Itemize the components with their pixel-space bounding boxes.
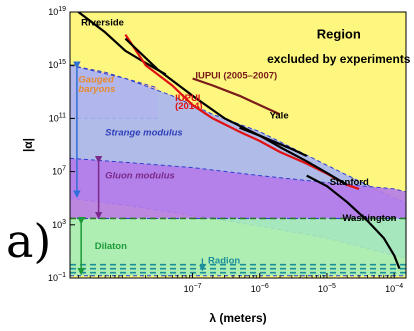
y-tick-label: 107 xyxy=(52,166,66,177)
y-axis-ticks: 10−1 103 107 1011 1015 1019 xyxy=(48,6,75,283)
y-tick-label: 1015 xyxy=(48,59,66,70)
y-tick-label: 103 xyxy=(52,219,66,230)
band-dilaton xyxy=(70,218,406,276)
x-tick-label: 10−7 xyxy=(184,283,202,294)
x-axis-ticks: 10−7 10−6 10−5 10−4 xyxy=(77,273,403,294)
curve-labels: Riverside IUPUI (2005–2007) IUPUI(2014) Yal… xyxy=(78,17,396,266)
label-baryons: baryons xyxy=(78,84,115,95)
y-tick-label: 1011 xyxy=(49,112,66,123)
label-stanford: Stanford xyxy=(330,177,369,188)
plot-frame xyxy=(69,11,407,279)
band-edge-upper-gauged-baryons xyxy=(70,64,158,89)
panel-letter: a) xyxy=(6,214,52,268)
curve-iupui-2005-2007 xyxy=(192,77,281,116)
region-title: Region xyxy=(317,27,361,42)
curve-yale xyxy=(124,37,308,157)
label-yale: Yale xyxy=(270,110,289,121)
label-strange-modulus: Strange modulus xyxy=(105,128,183,139)
x-tick-label: 10−4 xyxy=(385,283,403,294)
dashed-limit-lines xyxy=(70,217,406,274)
curve-stanford xyxy=(239,126,348,186)
theory-bands xyxy=(70,64,406,277)
x-tick-label: 10−6 xyxy=(251,283,269,294)
curve-riverside xyxy=(77,12,167,76)
band-edge-upper-gluon-modulus xyxy=(70,157,406,193)
band-arrows xyxy=(73,61,206,276)
label-riverside: Riverside xyxy=(81,17,124,28)
y-tick-label: 10−1 xyxy=(48,272,66,283)
label-radion: Radion xyxy=(208,256,240,267)
x-tick-label: 10−5 xyxy=(318,283,336,294)
band-gluon-modulus xyxy=(70,158,406,219)
experiment-curves xyxy=(77,12,401,270)
label-iupui-2005-2007: IUPUI (2005–2007) xyxy=(195,71,277,82)
label-dilaton: Dilaton xyxy=(95,241,127,252)
x-axis-title: λ (meters) xyxy=(209,311,266,325)
y-tick-label: 1019 xyxy=(48,6,66,17)
label-iupui: IUPUI xyxy=(175,93,200,104)
region-subtitle: excluded by experiments xyxy=(267,52,411,66)
label-washington: Washington xyxy=(342,213,396,224)
curve-washington xyxy=(306,174,401,270)
label-gluon-modulus: Gluon modulus xyxy=(105,171,175,182)
label-2014: (2014) xyxy=(175,101,202,112)
y-axis-title: |α| xyxy=(21,138,35,152)
label-gauged: Gauged xyxy=(78,75,114,86)
